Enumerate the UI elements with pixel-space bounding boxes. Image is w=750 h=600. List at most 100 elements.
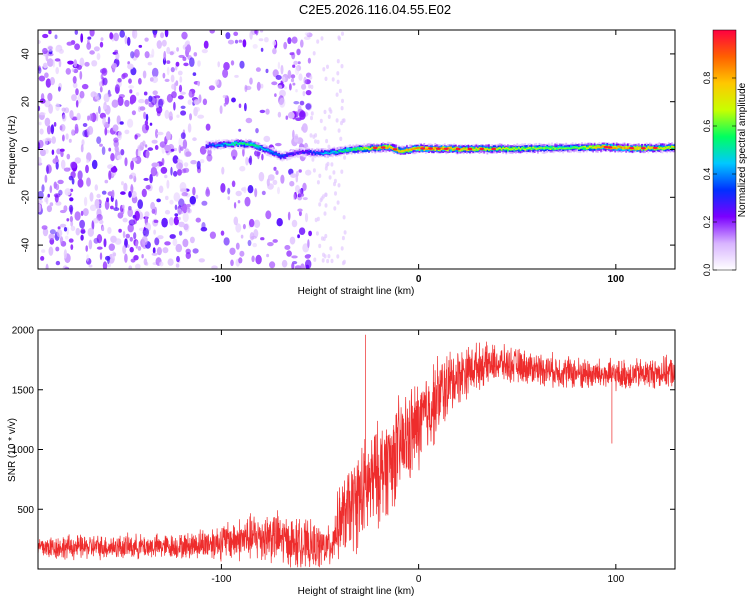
noise-cell	[135, 240, 139, 249]
signal-cell	[524, 148, 527, 151]
signal-cell	[590, 146, 593, 150]
noise-cell	[327, 254, 331, 259]
noise-cell	[166, 93, 173, 103]
signal-cell	[308, 150, 310, 153]
noise-cell	[69, 197, 74, 202]
noise-cell	[280, 174, 285, 184]
signal-cell	[636, 148, 639, 150]
signal-cell	[585, 147, 588, 150]
noise-cell	[144, 37, 149, 42]
signal-cell	[424, 148, 427, 150]
signal-cell	[637, 147, 640, 151]
noise-cell	[331, 77, 335, 82]
noise-cell	[139, 106, 146, 111]
noise-cell	[86, 159, 90, 163]
noise-cell	[277, 84, 283, 89]
signal-cell	[488, 148, 490, 151]
signal-cell	[281, 155, 284, 158]
signal-cell	[298, 151, 301, 153]
signal-cell	[336, 151, 339, 154]
noise-cell	[135, 263, 141, 269]
noise-cell	[297, 234, 300, 239]
noise-cell	[261, 190, 266, 196]
noise-cell	[91, 60, 98, 67]
signal-cell	[472, 149, 475, 151]
noise-cell	[174, 65, 178, 71]
signal-cell	[600, 146, 602, 148]
noise-cell	[340, 63, 344, 69]
signal-cell	[399, 147, 402, 153]
signal-cell	[503, 147, 506, 150]
noise-cell	[145, 185, 151, 190]
noise-cell	[150, 201, 156, 210]
signal-cell	[587, 147, 590, 149]
signal-cell	[235, 142, 238, 144]
noise-cell	[128, 191, 132, 198]
signal-cell	[292, 153, 295, 157]
signal-cell	[661, 147, 664, 150]
noise-cell	[305, 90, 312, 96]
noise-cell	[130, 184, 134, 194]
signal-cell	[259, 146, 262, 148]
noise-cell	[244, 84, 248, 93]
noise-cell	[44, 117, 51, 127]
noise-cell	[329, 246, 333, 251]
colorbar-tick-label: 0.4	[702, 168, 712, 181]
noise-cell	[88, 264, 93, 268]
signal-cell	[402, 150, 405, 152]
signal-cell	[522, 148, 525, 150]
noise-cell	[231, 97, 236, 103]
signal-cell	[301, 149, 304, 153]
noise-cell	[289, 180, 295, 187]
noise-cell	[255, 67, 261, 72]
signal-cell	[249, 144, 252, 146]
noise-cell	[229, 247, 236, 255]
noise-cell	[320, 36, 324, 41]
noise-cell	[160, 32, 165, 39]
signal-cell	[259, 145, 262, 151]
signal-cell	[658, 147, 661, 150]
noise-cell	[301, 123, 308, 133]
signal-cell	[229, 144, 232, 146]
signal-cell	[596, 144, 599, 148]
noise-cell	[123, 182, 128, 192]
noise-cell	[133, 255, 139, 261]
spectrogram-ylabel: Frequency (Hz)	[7, 116, 18, 185]
signal-cell	[312, 151, 315, 153]
signal-cell	[213, 145, 216, 147]
signal-cell	[254, 144, 257, 146]
noise-cell	[157, 131, 164, 136]
noise-cell	[131, 110, 136, 116]
signal-cell	[346, 150, 348, 152]
signal-cell	[418, 147, 421, 151]
signal-cell	[361, 148, 364, 151]
noise-cell	[151, 67, 159, 78]
noise-cell	[40, 256, 45, 261]
noise-cell	[95, 111, 99, 122]
noise-cell	[176, 114, 180, 118]
noise-cell	[109, 32, 114, 40]
signal-cell	[355, 149, 358, 151]
signal-cell	[566, 147, 569, 150]
noise-cell	[242, 39, 247, 48]
signal-cell	[347, 150, 350, 152]
noise-cell	[309, 133, 313, 138]
noise-cell	[297, 208, 303, 212]
colorbar-tick-label: 0.6	[702, 120, 712, 133]
noise-cell	[326, 258, 330, 264]
noise-cell	[44, 100, 51, 108]
signal-cell	[459, 148, 462, 151]
signal-cell	[215, 141, 217, 147]
signal-cell	[549, 148, 552, 150]
signal-cell	[592, 145, 594, 149]
signal-cell	[319, 152, 321, 154]
noise-cell	[134, 134, 138, 140]
noise-cell	[293, 193, 296, 201]
noise-cell	[61, 114, 67, 122]
noise-cell	[310, 115, 313, 121]
noise-cell	[235, 242, 240, 250]
noise-cell	[59, 148, 65, 152]
noise-cell	[129, 236, 133, 242]
signal-cell	[518, 147, 520, 149]
